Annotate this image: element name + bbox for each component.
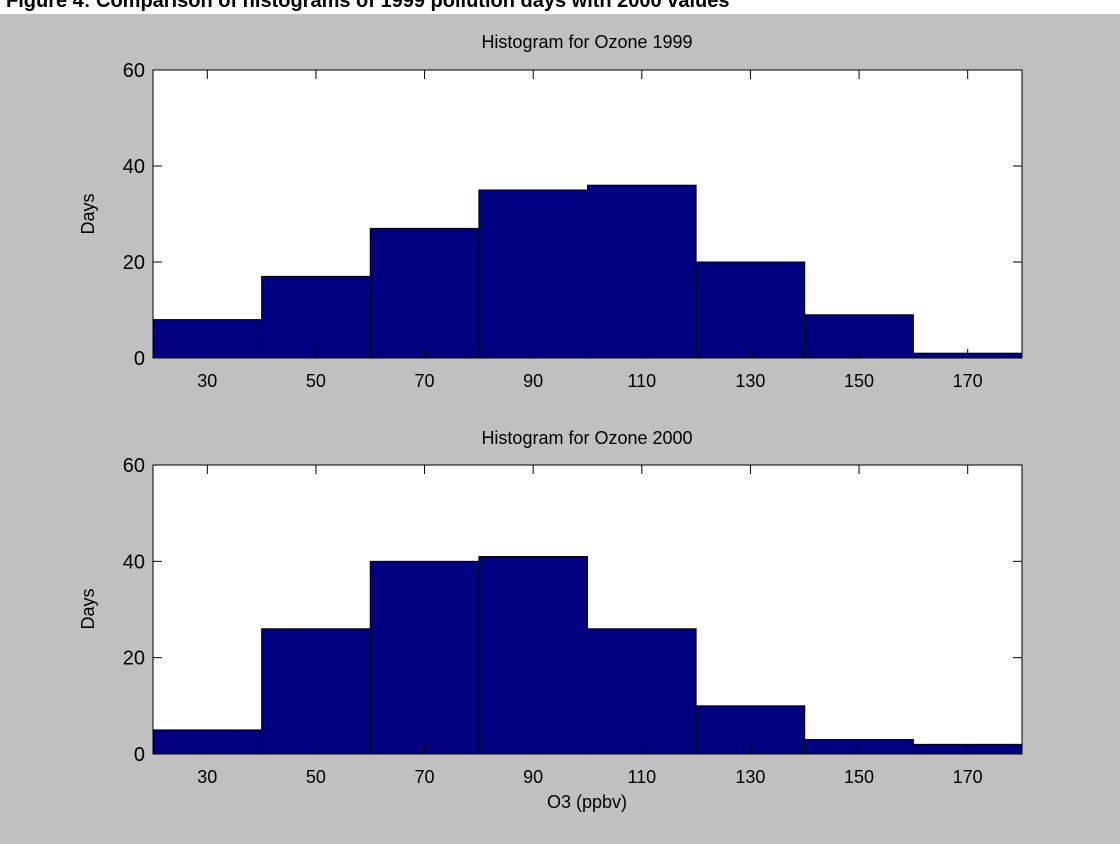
x-axis-label-2000: O3 (ppbv) [547, 792, 627, 812]
y-axis-label-1999: Days [78, 193, 98, 234]
axes-frame-1999 [152, 69, 1023, 359]
x-tick-label-1999-1: 50 [306, 371, 326, 391]
x-tick-label-2000-4: 110 [627, 767, 656, 787]
x-tick-label-1999-5: 130 [735, 371, 765, 391]
histogram-bar-2000-3 [478, 556, 588, 755]
x-tick-label-2000-0: 30 [197, 767, 217, 787]
figure-caption: Figure 4: Comparison of histograms of 19… [6, 0, 730, 12]
x-tick-label-2000-5: 130 [735, 767, 765, 787]
histogram-bar-1999-3 [478, 189, 588, 359]
histogram-bar-1999-2 [369, 227, 480, 359]
x-tick-label-1999-0: 30 [197, 371, 217, 391]
y-tick-label-1999-3: 60 [123, 60, 145, 82]
axes-frame-2000 [152, 464, 1023, 755]
y-tick-label-2000-0: 0 [134, 744, 145, 766]
bars-2000 [152, 556, 1023, 755]
x-tick-label-2000-2: 70 [415, 767, 435, 787]
histogram-bar-1999-1 [261, 275, 371, 359]
histogram-bar-2000-4 [587, 628, 697, 755]
x-tick-label-1999-6: 150 [844, 371, 874, 391]
histogram-bar-2000-1 [261, 628, 371, 755]
x-tick-label-1999-2: 70 [415, 371, 435, 391]
x-tick-label-1999-3: 90 [523, 371, 543, 391]
histogram-1999: 30 50 70 90 110 130 150 170 0 20 40 60 Histogram fo… [78, 32, 1023, 391]
bars-1999 [152, 184, 1023, 359]
y-axis-label-2000: Days [78, 588, 98, 629]
tick-labels-2000: 30 50 70 90 110 130 150 170 0 20 40 60 [123, 455, 983, 787]
y-tick-label-2000-3: 60 [123, 455, 145, 477]
chart-title-1999: Histogram for Ozone 1999 [481, 32, 692, 52]
y-tick-label-1999-1: 20 [123, 252, 145, 274]
histogram-2000: 30 50 70 90 110 130 150 170 0 20 40 60 Histogram fo… [78, 428, 1023, 812]
histogram-bar-2000-2 [369, 560, 480, 755]
x-tick-label-2000-1: 50 [306, 767, 326, 787]
x-tick-label-2000-7: 170 [953, 767, 983, 787]
x-tick-label-1999-7: 170 [953, 371, 983, 391]
x-tick-label-1999-4: 110 [627, 371, 656, 391]
y-tick-label-1999-0: 0 [134, 348, 145, 370]
histogram-bar-1999-5 [695, 261, 806, 359]
y-tick-label-1999-2: 40 [123, 156, 145, 178]
y-tick-label-2000-2: 40 [123, 551, 145, 573]
figure-caption-strip: Figure 4: Comparison of histograms of 19… [0, 0, 1120, 14]
histogram-bar-1999-4 [587, 184, 697, 359]
tick-labels-1999: 30 50 70 90 110 130 150 170 0 20 40 60 [123, 60, 983, 391]
y-tick-label-2000-1: 20 [123, 648, 145, 670]
x-tick-label-2000-3: 90 [523, 767, 543, 787]
x-tick-label-2000-6: 150 [844, 767, 874, 787]
chart-title-2000: Histogram for Ozone 2000 [481, 428, 692, 448]
